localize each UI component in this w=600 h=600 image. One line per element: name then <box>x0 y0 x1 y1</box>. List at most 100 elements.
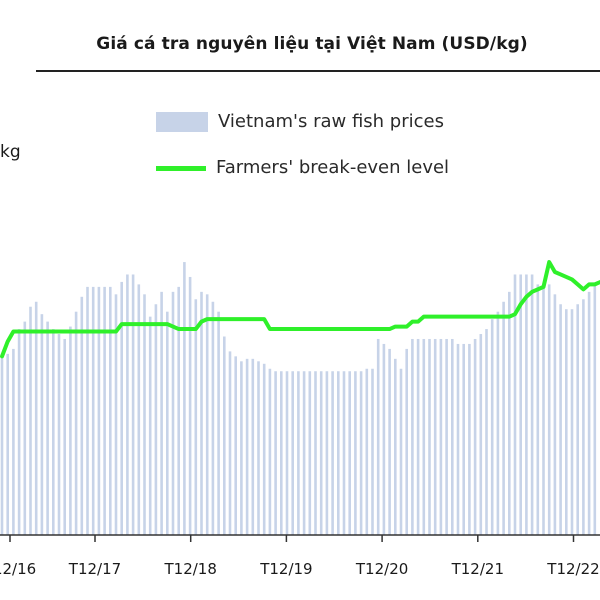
legend-label-break-even: Farmers' break-even level <box>216 157 450 178</box>
legend-swatch-line <box>156 166 206 171</box>
price-bar <box>257 361 260 535</box>
price-bar <box>451 338 454 535</box>
price-bar <box>177 286 180 536</box>
price-bar <box>143 294 146 535</box>
price-bar <box>57 334 61 535</box>
price-bar <box>297 371 300 535</box>
x-tick-label: T12/19 <box>259 560 312 578</box>
price-bar <box>576 304 579 535</box>
price-bar <box>285 371 289 535</box>
price-bar <box>359 371 363 535</box>
price-bar <box>148 316 152 535</box>
price-bar <box>319 371 323 535</box>
x-tick-label: T12/21 <box>451 560 504 578</box>
price-bar <box>473 338 477 535</box>
price-bar <box>570 309 574 535</box>
price-bar <box>166 311 169 535</box>
price-bar <box>86 286 89 536</box>
price-bar <box>29 306 32 535</box>
price-bar <box>245 358 249 535</box>
price-bar <box>479 334 483 535</box>
price-bar <box>399 368 403 535</box>
price-bar <box>262 363 266 535</box>
price-bar <box>137 284 141 535</box>
price-bar <box>456 343 460 535</box>
price-bar <box>126 274 129 535</box>
x-tick-label: T12/22 <box>546 560 599 578</box>
price-bar <box>422 338 426 535</box>
price-bar <box>194 299 198 535</box>
x-tick-label: T12/17 <box>68 560 121 578</box>
price-bar <box>131 274 135 535</box>
price-bar <box>582 299 585 535</box>
title-underline <box>36 70 600 72</box>
y-axis-unit-label: kg <box>0 142 21 162</box>
break-even-line <box>0 260 600 359</box>
x-tick-label: T12/18 <box>164 560 217 578</box>
price-bar <box>314 371 317 535</box>
price-bar <box>462 343 465 535</box>
price-bar <box>23 321 27 535</box>
price-bar <box>445 338 448 535</box>
price-bar <box>371 368 374 535</box>
price-bar <box>530 274 534 535</box>
price-bar <box>6 353 9 535</box>
price-bar <box>513 274 517 535</box>
price-bar <box>519 274 522 535</box>
price-bar <box>354 371 357 535</box>
price-bar <box>490 319 494 535</box>
price-bar <box>160 291 163 535</box>
price-bar <box>40 314 44 535</box>
legend-swatch-bar <box>156 111 208 132</box>
price-bar <box>228 351 232 535</box>
chart-title: Giá cá tra nguyên liệu tại Việt Nam (USD… <box>96 34 528 54</box>
price-bar <box>34 301 38 535</box>
price-bar <box>376 338 380 535</box>
price-bar <box>91 286 95 536</box>
price-bar <box>337 371 340 535</box>
price-bar <box>205 294 209 535</box>
price-bar <box>0 353 4 535</box>
price-bar <box>183 262 186 535</box>
price-bar <box>593 284 597 535</box>
price-bar <box>331 371 334 535</box>
price-bar <box>428 338 431 535</box>
price-bar <box>234 356 237 535</box>
price-bar <box>240 361 243 535</box>
price-bar <box>565 309 568 535</box>
price-bar <box>348 371 351 535</box>
price-bar <box>542 284 545 535</box>
price-bar <box>342 371 346 535</box>
x-tick-label: T12/20 <box>355 560 408 578</box>
price-bar <box>416 338 420 535</box>
price-bar <box>308 371 312 535</box>
price-bar <box>411 338 414 535</box>
price-bar <box>69 326 72 535</box>
price-bar <box>268 368 272 535</box>
price-bar <box>74 311 78 535</box>
legend-label-raw-fish-prices: Vietnam's raw fish prices <box>218 111 444 132</box>
price-bar <box>154 304 158 535</box>
price-bar <box>103 286 106 536</box>
price-bar <box>80 296 84 535</box>
price-bar <box>291 371 294 535</box>
price-bar <box>325 371 329 535</box>
price-bar <box>12 348 15 535</box>
price-bar <box>525 274 528 535</box>
x-tick-label: T12/16 <box>0 560 36 578</box>
price-bar <box>502 301 505 535</box>
price-bar <box>280 371 283 535</box>
price-bar <box>536 284 540 535</box>
price-bar <box>17 329 21 535</box>
price-bar <box>439 338 443 535</box>
price-bar <box>559 304 562 535</box>
price-bar <box>120 281 123 535</box>
price-bar <box>394 358 397 535</box>
price-bar <box>433 338 437 535</box>
bar-series <box>0 262 597 536</box>
price-bar <box>547 284 551 535</box>
price-bar <box>52 329 55 535</box>
price-bar <box>171 291 175 535</box>
legend-item-raw-fish-prices: Vietnam's raw fish prices <box>156 111 444 132</box>
price-bar <box>188 276 192 535</box>
